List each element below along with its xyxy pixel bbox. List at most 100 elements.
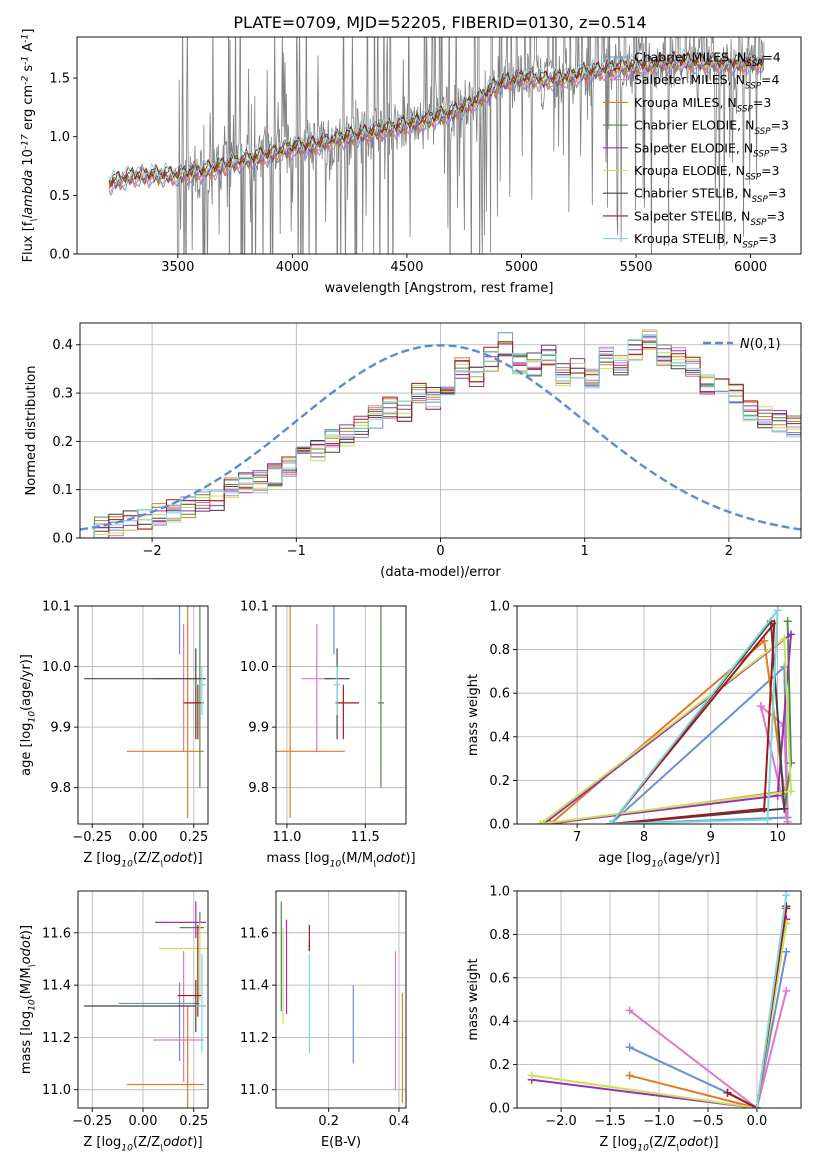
histogram-legend: N(0,1) (703, 337, 781, 352)
x-tick-label: 0.25 (179, 830, 208, 845)
x-tick-label: 0.00 (129, 1114, 158, 1129)
label-fragment: SSP (746, 59, 763, 69)
label-fragment: N (740, 337, 750, 352)
weight-line-salpeter-stelib (727, 908, 788, 1108)
weight-marker-kroupa-elodie (527, 1071, 536, 1080)
label-fragment: -1 (20, 34, 30, 43)
y-tick-label: 0.2 (52, 435, 73, 450)
label-fragment: odot (163, 1135, 193, 1150)
axes-frame: 3500 4000 4500 5000 5500 6000 0.0 0.5 1.0 1.5 wave… (20, 29, 802, 296)
x-tick-label: 11.5 (351, 830, 380, 845)
label-fragment: mass [log (19, 1011, 34, 1074)
chart-age_vs_Z: −0.25 0.00 0.259.89.910.010.1Z [log10(Z/Z\… (19, 600, 209, 870)
label-fragment: Salpeter ELODIE, N (634, 140, 753, 155)
x-axis-label: age [log10(age/yr)] (598, 851, 720, 870)
label-fragment: =4 (761, 72, 779, 87)
plot-area (84, 606, 206, 818)
x-tick-label: 9 (707, 830, 715, 845)
weight-line-salpeter-miles (628, 990, 788, 1108)
x-axis-label: (data-model)/error (380, 565, 501, 580)
y-tick-label: 0.1 (52, 483, 73, 498)
label-fragment: \ (160, 1144, 163, 1154)
y-tick-label: 0.4 (489, 1015, 510, 1030)
weight-marker-salpeter-stelib (760, 804, 769, 813)
label-fragment: 10 (28, 711, 38, 723)
residual-histogram-salpeter-stelib (80, 340, 801, 538)
axes-frame: −0.25 0.00 0.259.89.910.010.1Z [log10(Z/Z\… (19, 600, 209, 870)
label-fragment: =3 (771, 118, 789, 133)
label-fragment: SSP (742, 240, 759, 250)
label-fragment: =3 (768, 186, 786, 201)
label-fragment: erg cm (21, 85, 36, 134)
weight-line-salpeter-elodie (543, 632, 793, 824)
y-axis-label: Normed distribution (24, 366, 39, 496)
chart-mass_weight_vs_Z: −2.0 −1.5 −1.0 −0.5 0.0 0.0 0.2 0.4 0.6 0.8 1.0 Z [… (466, 885, 802, 1154)
label-fragment: Kroupa MILES, N (634, 95, 737, 110)
y-axis-label: age [log10(age/yr)] (19, 654, 38, 776)
label-fragment: (data-model)/error (380, 565, 501, 580)
legend-entry: Kroupa ELODIE, NSSP=3 (634, 163, 779, 182)
x-tick-label: 3500 (161, 260, 194, 275)
x-tick-label: −2 (143, 544, 162, 559)
axes-border (516, 605, 802, 825)
weight-marker-kroupa-stelib (763, 815, 772, 824)
label-fragment: Chabrier STELIB, N (634, 186, 752, 201)
x-tick-label: 0.4 (389, 1114, 410, 1129)
x-tick-label: −1.0 (643, 1114, 675, 1129)
label-fragment: =3 (758, 231, 776, 246)
x-tick-label: 5500 (619, 260, 652, 275)
weight-marker-kroupa-elodie (536, 820, 545, 824)
x-tick-label: 0.25 (179, 1114, 208, 1129)
label-fragment: )] (192, 851, 202, 866)
label-fragment: SSP (737, 104, 754, 114)
y-tick-label: 0.6 (489, 971, 510, 986)
y-tick-label: 0.0 (49, 248, 70, 263)
x-tick-label: 10 (769, 830, 786, 845)
label-fragment: E(B-V) (321, 1135, 361, 1150)
label-fragment: =3 (753, 95, 771, 110)
label-fragment: -1 (20, 56, 30, 65)
weight-marker-chabrier-elodie (783, 617, 792, 626)
weight-marker-kroupa-elodie (780, 634, 789, 643)
gaussian-curve (80, 344, 801, 531)
legend-entry: Salpeter MILES, NSSP=4 (634, 72, 780, 91)
weight-line-kroupa-elodie (539, 636, 793, 824)
label-fragment: (M/M (19, 967, 34, 999)
label-fragment: odot (679, 1135, 709, 1150)
x-tick-label: 0.0 (747, 1114, 768, 1129)
label-fragment: \ (676, 1144, 679, 1154)
x-tick-label: −2.0 (545, 1114, 577, 1129)
x-tick-label: 0 (436, 544, 444, 559)
weight-marker-chabrier-miles (625, 1043, 634, 1052)
weight-marker-salpeter-miles (782, 986, 791, 995)
weight-marker-kroupa-elodie (786, 787, 795, 796)
y-tick-label: 10.1 (240, 600, 269, 615)
y-axis-label: mass weight (466, 958, 481, 1040)
label-fragment: )] (19, 925, 34, 935)
residual-histogram-kroupa-miles (80, 348, 801, 538)
label-fragment: (age/yr)] (19, 654, 34, 711)
label-fragment: Chabrier ELODIE, N (634, 118, 754, 133)
y-tick-label: 11.6 (42, 926, 71, 941)
y-tick-label: 11.0 (240, 1083, 269, 1098)
label-fragment: odot (19, 934, 34, 964)
model-line-kroupa-stelib (108, 48, 764, 182)
y-tick-label: 9.9 (50, 721, 71, 736)
label-fragment: age [log (19, 723, 34, 776)
label-fragment: =3 (766, 208, 784, 223)
y-tick-label: 0.4 (489, 730, 510, 745)
x-tick-label: −1.5 (594, 1114, 626, 1129)
weight-marker-salpeter-stelib (723, 1088, 732, 1097)
label-fragment: Z [log (599, 1135, 637, 1150)
weight-line-kroupa-elodie (531, 923, 788, 1108)
weight-line-kroupa-stelib (609, 607, 779, 824)
x-tick-label: −0.25 (72, 1114, 112, 1129)
y-axis-label: Flux [f\lambda 10-17 erg cm-2 s-1 A-1] (20, 29, 39, 263)
y-tick-label: 0.2 (489, 1058, 510, 1073)
legend-entry: Salpeter STELIB, NSSP=3 (634, 208, 785, 227)
y-tick-label: 9.8 (248, 781, 269, 796)
label-fragment: SSP (745, 172, 762, 182)
y-tick-label: 11.4 (240, 979, 269, 994)
label-fragment: Flux [f (21, 221, 36, 262)
